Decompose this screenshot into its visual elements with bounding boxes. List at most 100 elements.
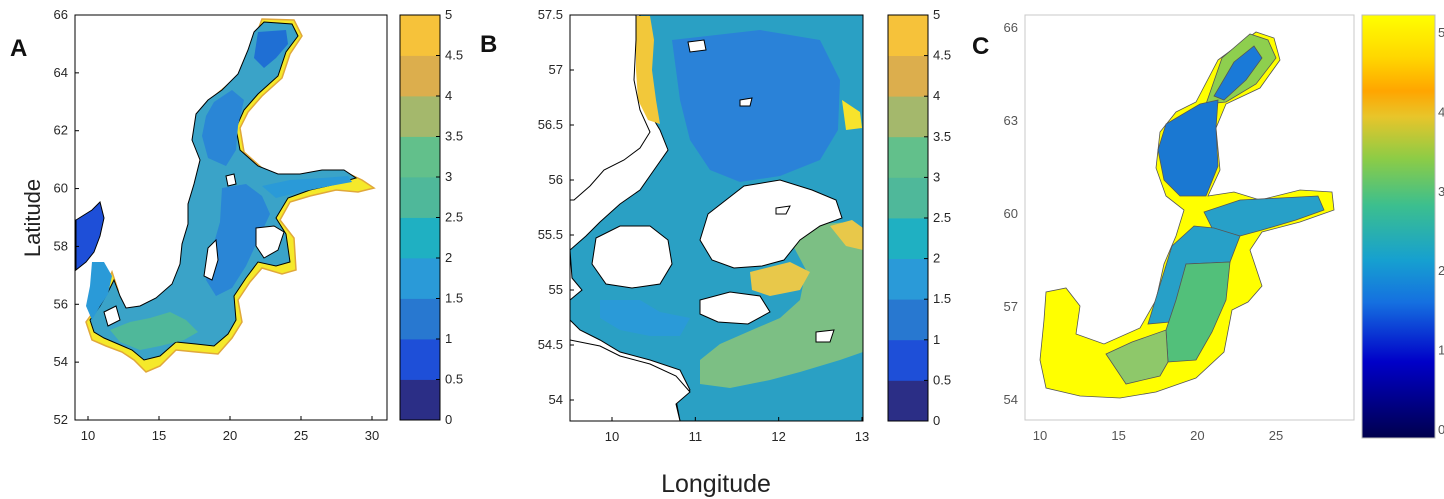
panel-c-label: C bbox=[972, 33, 989, 60]
panel-c-colorbar-tick-label: 2 bbox=[1438, 263, 1444, 278]
panel-b-coastal-yellow bbox=[750, 220, 863, 296]
panel-a-colorbar-segment bbox=[400, 217, 440, 259]
panel-b-colorbar-tick-label: 3.5 bbox=[933, 129, 951, 144]
panel-b-colorbar-tick-label: 4.5 bbox=[933, 48, 951, 63]
panel-a-y-tick-label: 60 bbox=[54, 181, 68, 196]
panel-b-x-ticks: 10 11 12 13 bbox=[605, 417, 869, 444]
panel-a-frame bbox=[74, 14, 388, 421]
panel-a-colorbar-tick-label: 0.5 bbox=[445, 372, 463, 387]
panel-b-y-tick-label: 54 bbox=[549, 392, 563, 407]
panel-b-y-tick-label: 56.5 bbox=[538, 117, 563, 132]
panel-a-colorbar-tick-label: 1.5 bbox=[445, 291, 463, 306]
panel-b-y-tick-label: 57 bbox=[549, 62, 563, 77]
panel-b-lolland bbox=[699, 291, 771, 325]
panel-b-colorbar-tick-label: 0 bbox=[933, 413, 940, 428]
panel-a-aland bbox=[225, 173, 237, 187]
panel-a-gotland bbox=[203, 238, 219, 281]
panel-a-colorbar-segment bbox=[400, 258, 440, 299]
panel-b-colorbar-ticks: 0 0.5 1 1.5 2 2.5 3 3.5 4 4.5 5 bbox=[924, 7, 951, 428]
longitude-axis-label: Longitude bbox=[661, 470, 771, 498]
panel-c-colorbar-tick-label: 5 bbox=[1438, 25, 1444, 40]
panel-a-colorbar-ticks: 0 0.5 1 1.5 2 2.5 3 3.5 4 4.5 5 bbox=[436, 7, 463, 427]
panel-c-y-tick-label: 66 bbox=[1004, 20, 1018, 35]
panel-a-skagerrak-fringe bbox=[86, 262, 112, 320]
panel-a-colorbar-tick-label: 4 bbox=[445, 88, 452, 103]
panel-a-map bbox=[75, 15, 387, 420]
panel-a-y-tick-label: 52 bbox=[54, 412, 68, 427]
panel-b-y-tick-label: 55.5 bbox=[538, 227, 563, 242]
panel-c-colorbar-ticks: 0 1 2 3 4 5 bbox=[1438, 25, 1444, 437]
panel-b-south-coast bbox=[570, 339, 691, 421]
panel-b-pomeranian-shallows bbox=[700, 222, 863, 388]
panel-c-colorbar-tick-label: 4 bbox=[1438, 104, 1444, 119]
panel-a-colorbar-segment bbox=[400, 55, 440, 97]
panel-a-bothnian-bay-deep bbox=[254, 30, 288, 68]
panel-a-colorbar-tick-label: 0 bbox=[445, 412, 452, 427]
panel-a-colorbar-segment bbox=[400, 177, 440, 218]
panel-a-x-tick-label: 10 bbox=[81, 428, 95, 443]
panel-c: C 10 15 20 25 54 57 60 63 66 0 1 2 3 4 5 bbox=[972, 14, 1444, 443]
panel-b-colorbar-tick-label: 3 bbox=[933, 169, 940, 184]
panel-a-bothnian-sea-deep bbox=[202, 90, 244, 166]
panel-a-gulf-of-finland bbox=[262, 176, 352, 198]
panel-c-x-tick-label: 10 bbox=[1033, 428, 1047, 443]
panel-b-colorbar-segment bbox=[888, 96, 928, 138]
panel-a-y-tick-label: 66 bbox=[54, 7, 68, 22]
panel-a-colorbar-tick-label: 4.5 bbox=[445, 48, 463, 63]
panel-b-y-ticks: 54 54.5 55 55.5 56 56.5 57 57.5 bbox=[538, 7, 574, 407]
panel-a-x-tick-label: 20 bbox=[223, 428, 237, 443]
panel-b-frame bbox=[569, 14, 864, 422]
panel-b-jutland bbox=[570, 15, 651, 201]
panel-c-bothnian-bay-blue bbox=[1213, 45, 1263, 101]
panel-a-y-ticks: 52 54 56 58 60 62 64 66 bbox=[54, 7, 79, 427]
panel-b-kattegat-deep bbox=[672, 30, 840, 182]
panel-a-colorbar-tick-label: 3.5 bbox=[445, 129, 463, 144]
panel-a-y-tick-label: 58 bbox=[54, 238, 68, 253]
panel-b-colorbar-tick-label: 2.5 bbox=[933, 210, 951, 225]
panel-a-colorbar-segment bbox=[400, 298, 440, 340]
panel-b-zealand bbox=[699, 179, 843, 269]
panel-a-kattegat bbox=[75, 201, 105, 272]
panel-b-colorbar-tick-label: 1 bbox=[933, 332, 940, 347]
panel-b-colorbar-segment bbox=[888, 15, 928, 56]
panel-c-x-tick-label: 25 bbox=[1269, 428, 1283, 443]
panel-b-colorbar-tick-label: 1.5 bbox=[933, 291, 951, 306]
panel-a-finland-archipelago bbox=[255, 225, 285, 259]
panel-b-map bbox=[570, 15, 863, 421]
panel-a-colorbar-tick-label: 2 bbox=[445, 250, 452, 265]
panel-a-colorbar-segment bbox=[400, 379, 440, 421]
panel-a-denmark-islands bbox=[103, 305, 121, 327]
panel-c-x-tick-label: 20 bbox=[1190, 428, 1204, 443]
panel-c-southern-basin bbox=[1105, 329, 1169, 385]
panel-b-colorbar-segment bbox=[888, 380, 928, 422]
panel-a-colorbar-segment bbox=[400, 96, 440, 137]
panel-c-x-tick-label: 15 bbox=[1111, 428, 1125, 443]
panel-b-colorbar-segment bbox=[888, 258, 928, 300]
panel-c-outer-region bbox=[1039, 31, 1335, 399]
panel-c-y-tick-label: 57 bbox=[1004, 299, 1018, 314]
panel-a-colorbar-segment bbox=[400, 136, 440, 178]
panel-a-label: A bbox=[10, 35, 27, 62]
panel-a-colorbar bbox=[399, 14, 441, 421]
panel-b-x-tick-label: 11 bbox=[689, 429, 703, 444]
panel-a-x-tick-label: 30 bbox=[365, 428, 379, 443]
panel-c-bothnian-sea bbox=[1157, 99, 1219, 197]
panel-b-y-tick-label: 57.5 bbox=[538, 7, 563, 22]
panel-a-colorbar-segment bbox=[400, 339, 440, 380]
panel-c-eastern-gotland-basin bbox=[1165, 261, 1231, 363]
panel-a-x-tick-label: 15 bbox=[152, 428, 166, 443]
panel-a-y-tick-label: 62 bbox=[54, 123, 68, 138]
latitude-axis-label: Latitude bbox=[20, 179, 45, 257]
panel-a-southern-shallows bbox=[110, 312, 198, 350]
panel-c-map bbox=[1039, 31, 1335, 399]
panel-b-jutland-fringe bbox=[636, 16, 660, 124]
panel-c-colorbar-tick-label: 1 bbox=[1438, 343, 1444, 358]
panel-b-sweden-fringe bbox=[842, 100, 862, 130]
panel-a-colorbar-tick-label: 3 bbox=[445, 169, 452, 184]
panel-b-colorbar-tick-label: 5 bbox=[933, 7, 940, 22]
panel-b-colorbar-segment bbox=[888, 218, 928, 259]
panel-c-y-tick-label: 54 bbox=[1004, 392, 1018, 407]
